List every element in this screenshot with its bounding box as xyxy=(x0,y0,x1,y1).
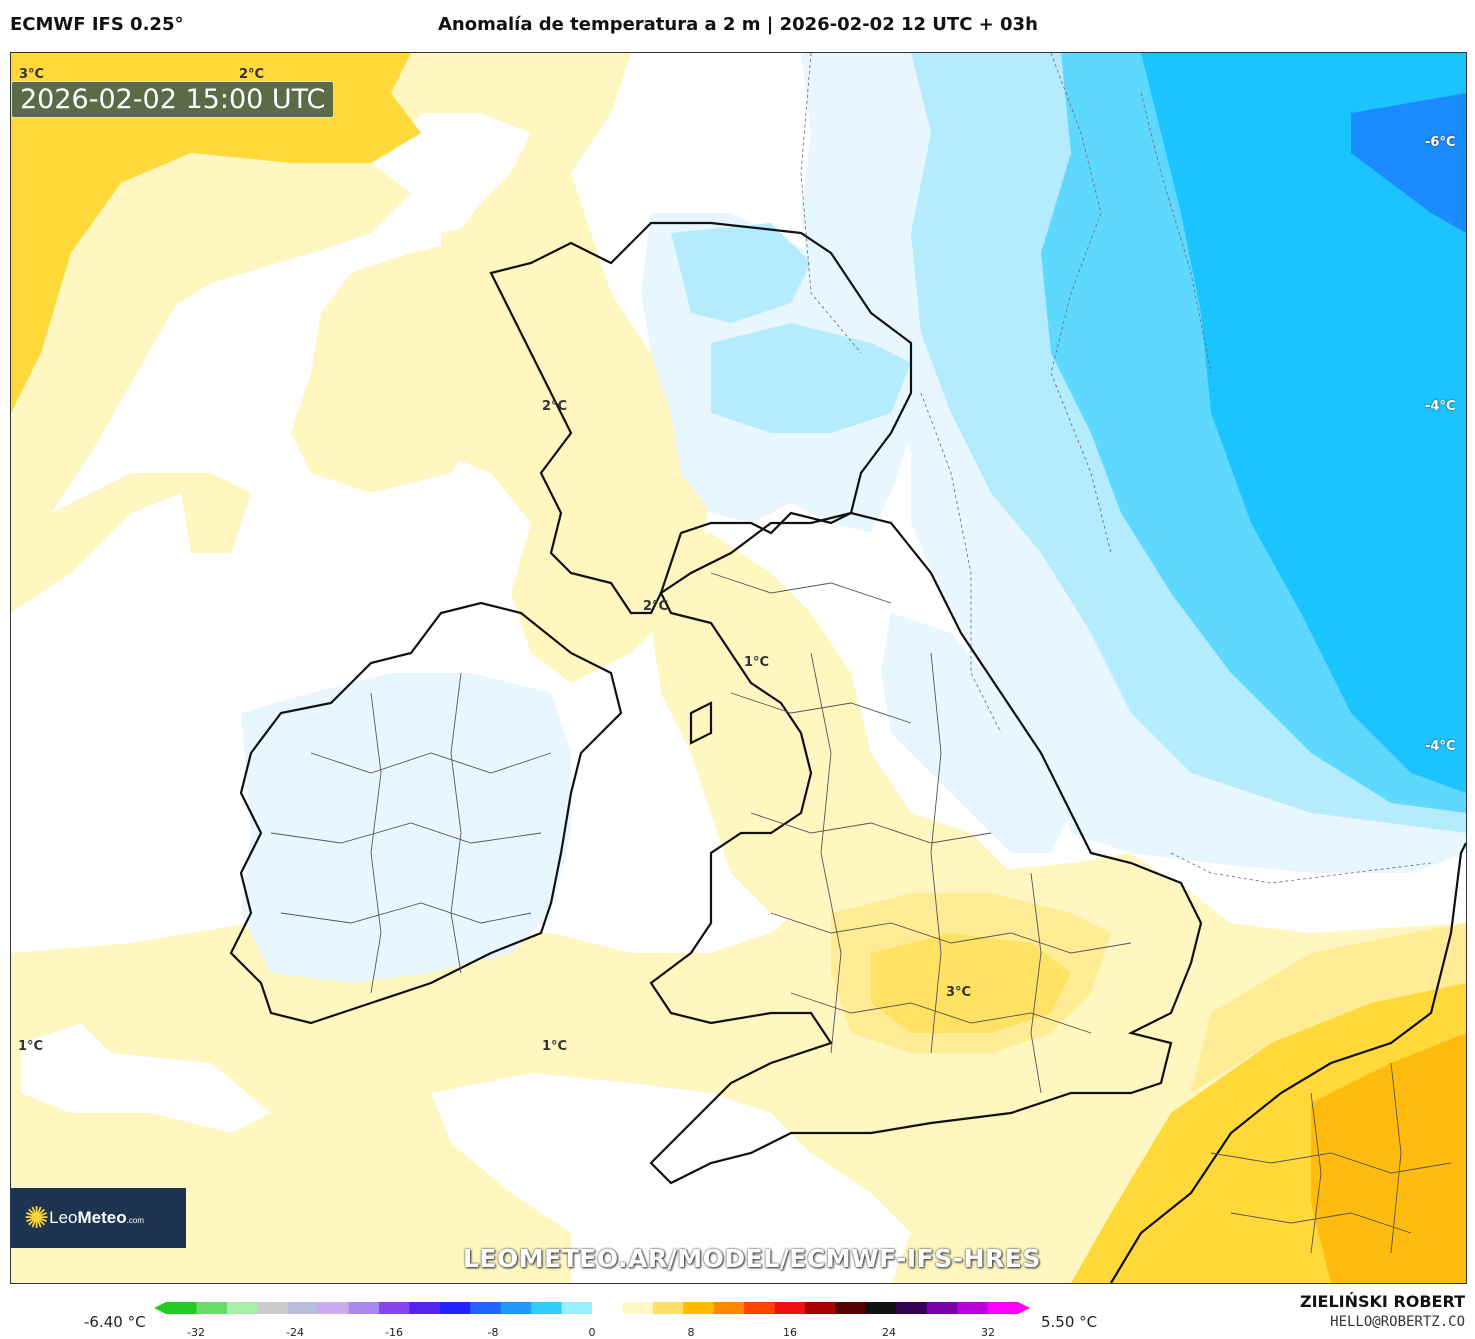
sun-icon: ✺ xyxy=(24,1200,50,1236)
contour-label: -6°C xyxy=(1425,135,1456,150)
coast-england-wales xyxy=(649,511,1203,1185)
colorbar-cell xyxy=(257,1302,289,1314)
colorbar-cell xyxy=(987,1302,1019,1314)
contour-label: 2°C xyxy=(643,599,669,614)
contour-label: -4°C xyxy=(1425,739,1456,754)
cold-pale-england-east xyxy=(881,613,1071,853)
neutral-atlantic xyxy=(21,1023,271,1133)
colorbar xyxy=(154,1302,1030,1314)
author-name: ZIELIŃSKI ROBERT xyxy=(1299,1292,1465,1311)
colorbar-tick-label: 32 xyxy=(981,1326,995,1339)
colorbar-cell xyxy=(409,1302,441,1314)
logo-wordmark: LeoMeteo.com xyxy=(49,1208,144,1227)
contour-label: 3°C xyxy=(946,985,972,1000)
colorbar-cell xyxy=(805,1302,836,1314)
dashed-contours xyxy=(800,53,1432,884)
colorbar-tick-label: 16 xyxy=(783,1326,797,1339)
map-panel[interactable]: 2026-02-02 15:00 UTC 3°C 2°C -6°C -4°C 2… xyxy=(10,52,1467,1284)
colorbar-cell xyxy=(957,1302,989,1314)
warm-pale-scotland-west xyxy=(441,173,711,683)
colorbar-cell xyxy=(835,1302,867,1314)
colorbar-cell xyxy=(896,1302,928,1314)
contour-label: 1°C xyxy=(18,1039,44,1054)
colorbar-cell xyxy=(166,1302,197,1314)
warm-pale-england xyxy=(651,533,1011,953)
colorbar-cell xyxy=(622,1302,654,1314)
coast-scotland xyxy=(489,221,913,615)
colorbar-tick-label: 8 xyxy=(687,1326,695,1339)
author-email[interactable]: HELLO@ROBERTZ.CO xyxy=(1330,1314,1465,1330)
warm-light-continent-edge xyxy=(1191,923,1466,1093)
colorbar-min-label: -6.40 °C xyxy=(84,1313,146,1331)
colorbar-cell xyxy=(713,1302,745,1314)
leometeo-logo[interactable]: ✺ LeoMeteo.com xyxy=(10,1188,186,1248)
contour-label: 1°C xyxy=(542,1039,568,1054)
coast-isle-of-man xyxy=(689,701,713,745)
colorbar-max-label: 5.50 °C xyxy=(1041,1313,1098,1331)
warm-mid-uk-south xyxy=(871,933,1071,1033)
colorbar-cell xyxy=(379,1302,410,1314)
colorbar-tick-label: -24 xyxy=(286,1326,304,1339)
colorbar-extend-high xyxy=(1018,1302,1030,1314)
coast-continent xyxy=(1110,842,1466,1283)
admin-borders xyxy=(270,572,1452,1254)
colorbar-tick-label: -8 xyxy=(487,1326,499,1339)
colorbar-cell xyxy=(226,1302,258,1314)
anomaly-map-svg xyxy=(11,53,1466,1283)
colorbar-cell xyxy=(774,1302,806,1314)
colorbar-cell xyxy=(439,1302,471,1314)
colorbar-tick-label: 24 xyxy=(882,1326,896,1339)
colorbar-cell xyxy=(744,1302,776,1314)
contour-label: 2°C xyxy=(239,67,265,82)
neutral-channel xyxy=(431,1073,911,1283)
colorbar-cell xyxy=(531,1302,563,1314)
cold-pale-ireland xyxy=(241,673,571,983)
colorbar-cell xyxy=(287,1302,319,1314)
colorbar-cell xyxy=(561,1302,593,1314)
colorbar-cell xyxy=(683,1302,715,1314)
colorbar-tick-label: -16 xyxy=(385,1326,403,1339)
warm-mid-topleft xyxy=(11,53,421,413)
colorbar-cell xyxy=(865,1302,897,1314)
colorbar-cell xyxy=(196,1302,228,1314)
contour-label: 3°C xyxy=(19,67,45,82)
map-title: Anomalía de temperatura a 2 m | 2026-02-… xyxy=(438,14,1038,35)
contour-label: -4°C xyxy=(1425,399,1456,414)
colorbar-cell xyxy=(348,1302,380,1314)
colorbar-cell xyxy=(500,1302,532,1314)
warm-strong-continent xyxy=(1311,1033,1466,1283)
colorbar-extend-low xyxy=(154,1302,166,1314)
coastlines xyxy=(229,221,1466,1283)
colorbar-cell xyxy=(652,1302,684,1314)
cold-deep-northsea xyxy=(1351,93,1466,233)
colorbar-cell xyxy=(926,1302,958,1314)
colorbar-tick-label: 0 xyxy=(588,1326,596,1339)
colorbar-tick-label: -32 xyxy=(187,1326,205,1339)
source-watermark: LEOMETEO.AR/MODEL/ECMWF-IFS-HRES xyxy=(463,1244,1041,1273)
contour-label: 2°C xyxy=(542,399,568,414)
valid-time-badge: 2026-02-02 15:00 UTC xyxy=(11,81,335,118)
contour-label: 1°C xyxy=(744,655,770,670)
colorbar-cell xyxy=(318,1302,350,1314)
cold-strong-northsea xyxy=(1141,53,1466,793)
warm-pale-topleft-hole xyxy=(41,153,411,393)
model-name: ECMWF IFS 0.25° xyxy=(10,14,184,35)
colorbar-cell xyxy=(592,1302,623,1314)
coast-ireland xyxy=(229,601,623,1025)
cold-light-scotland xyxy=(671,223,911,433)
colorbar-cell xyxy=(470,1302,502,1314)
warm-pale-west2 xyxy=(11,473,251,613)
